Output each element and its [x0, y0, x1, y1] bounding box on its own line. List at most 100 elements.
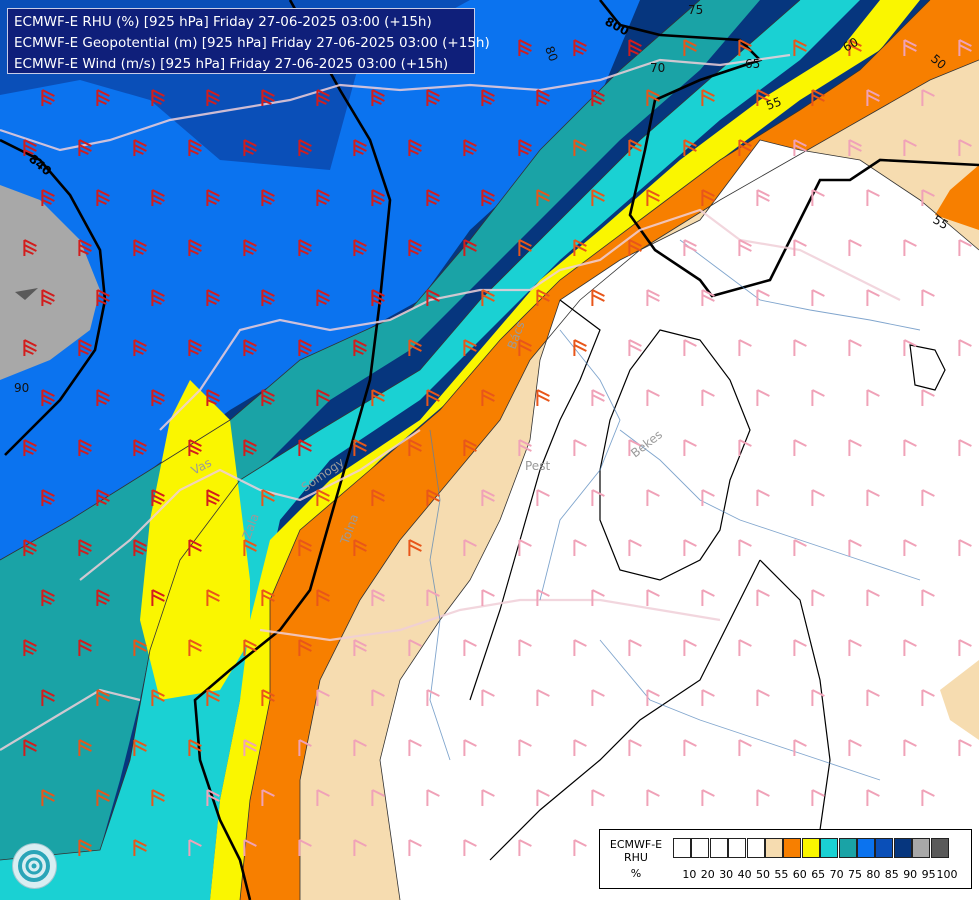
band-blue	[0, 0, 640, 560]
band-orange	[240, 0, 979, 900]
wind-barb-icon	[261, 689, 275, 706]
wind-barb-icon	[41, 689, 55, 706]
band-tan-right	[940, 660, 979, 740]
wind-barb-icon	[426, 789, 440, 806]
wind-barb-icon	[646, 289, 660, 306]
wind-barb-icon	[683, 539, 697, 556]
wind-barb-icon	[756, 489, 770, 506]
contour-label-55: 55	[764, 94, 783, 112]
wind-barb-icon	[903, 439, 917, 456]
wind-barb-icon	[756, 789, 770, 806]
wind-barb-icon	[463, 339, 477, 356]
wind-barb-icon	[958, 739, 972, 756]
legend-tick-label: 85	[884, 868, 899, 881]
legend-swatch	[765, 838, 783, 858]
wind-barb-icon	[78, 239, 92, 256]
legend-swatch	[783, 838, 802, 858]
wind-barb-icon	[866, 689, 880, 706]
wind-barb-icon	[646, 89, 660, 106]
wind-barb-icon	[481, 389, 495, 406]
contour-label-75: 75	[688, 3, 703, 17]
wind-barb-icon	[811, 689, 825, 706]
legend-swatch	[838, 838, 857, 858]
band-teal	[0, 0, 760, 860]
wind-barb-icon	[591, 689, 605, 706]
wind-barb-icon	[591, 489, 605, 506]
wind-barb-icon	[298, 439, 312, 456]
wind-barb-icon	[701, 589, 715, 606]
wind-barb-icon	[298, 339, 312, 356]
wind-barb-icon	[591, 189, 605, 206]
wind-barb-icon	[481, 289, 495, 306]
wind-barb-icon	[793, 39, 807, 56]
wind-barb-icon	[518, 439, 532, 456]
wind-barb-icon	[756, 589, 770, 606]
wind-barb-icon	[848, 239, 862, 256]
wind-barb-icon	[151, 489, 165, 506]
wind-barb-icon	[261, 589, 275, 606]
wind-barb-icon	[96, 389, 110, 406]
wind-barb-icon	[206, 689, 220, 706]
wind-barb-icon	[151, 189, 165, 206]
legend-swatch	[857, 838, 875, 858]
wind-barb-icon	[426, 289, 440, 306]
wind-barb-icon	[408, 439, 422, 456]
wind-barb-icon	[628, 239, 642, 256]
wind-barb-icon	[408, 739, 422, 756]
wind-barb-icon	[371, 489, 385, 506]
wind-barb-icon	[628, 739, 642, 756]
wind-barb-icon	[701, 789, 715, 806]
legend-tick-label: 65	[811, 868, 826, 881]
wind-barb-icon	[41, 189, 55, 206]
wind-barb-icon	[756, 689, 770, 706]
wind-barb-icon	[683, 439, 697, 456]
wind-barb-icon	[958, 639, 972, 656]
wind-barb-icon	[371, 689, 385, 706]
wind-barb-icon	[41, 289, 55, 306]
wind-barb-icon	[133, 339, 147, 356]
legend-tick-label: 70	[829, 868, 844, 881]
wind-barb-icon	[408, 539, 422, 556]
wind-barb-icon	[371, 289, 385, 306]
wind-barb-icon	[243, 139, 257, 156]
map-title-box: ECMWF-E RHU (%) [925 hPa] Friday 27-06-2…	[7, 8, 490, 74]
wind-barb-icon	[353, 339, 367, 356]
wind-barb-icon	[408, 139, 422, 156]
wind-barbs	[23, 39, 972, 856]
wind-barb-icon	[426, 489, 440, 506]
wind-barb-icon	[23, 139, 37, 156]
legend-swatch	[912, 838, 931, 858]
rivers	[429, 239, 921, 781]
contour-label-65: 65	[745, 57, 760, 71]
wind-barb-icon	[96, 589, 110, 606]
wind-barb-icon	[408, 839, 422, 856]
wind-barb-icon	[151, 589, 165, 606]
wind-barb-icon	[628, 339, 642, 356]
wind-barb-icon	[591, 289, 605, 306]
wind-barb-icon	[921, 789, 935, 806]
wind-barb-icon	[426, 89, 440, 106]
wind-barb-icon	[23, 239, 37, 256]
legend-swatch	[930, 838, 949, 858]
wind-barb-icon	[518, 639, 532, 656]
legend-tick-label: 10	[682, 868, 697, 881]
wind-barb-icon	[316, 389, 330, 406]
legend-swatch	[691, 838, 710, 858]
wind-barb-icon	[573, 739, 587, 756]
band-dark-grey	[15, 288, 38, 300]
wind-barb-icon	[316, 689, 330, 706]
wind-barb-icon	[78, 839, 92, 856]
wind-barb-icon	[518, 339, 532, 356]
wind-barb-icon	[188, 639, 202, 656]
wind-barb-icon	[298, 739, 312, 756]
wind-barb-icon	[463, 739, 477, 756]
wind-barb-icon	[408, 339, 422, 356]
legend-swatch	[673, 838, 691, 858]
wind-barb-icon	[206, 589, 220, 606]
wind-barb-icon	[78, 639, 92, 656]
wind-barb-icon	[463, 639, 477, 656]
wind-barb-icon	[133, 739, 147, 756]
wind-barb-icon	[151, 89, 165, 106]
wind-barb-icon	[96, 89, 110, 106]
wind-barb-icon	[848, 439, 862, 456]
